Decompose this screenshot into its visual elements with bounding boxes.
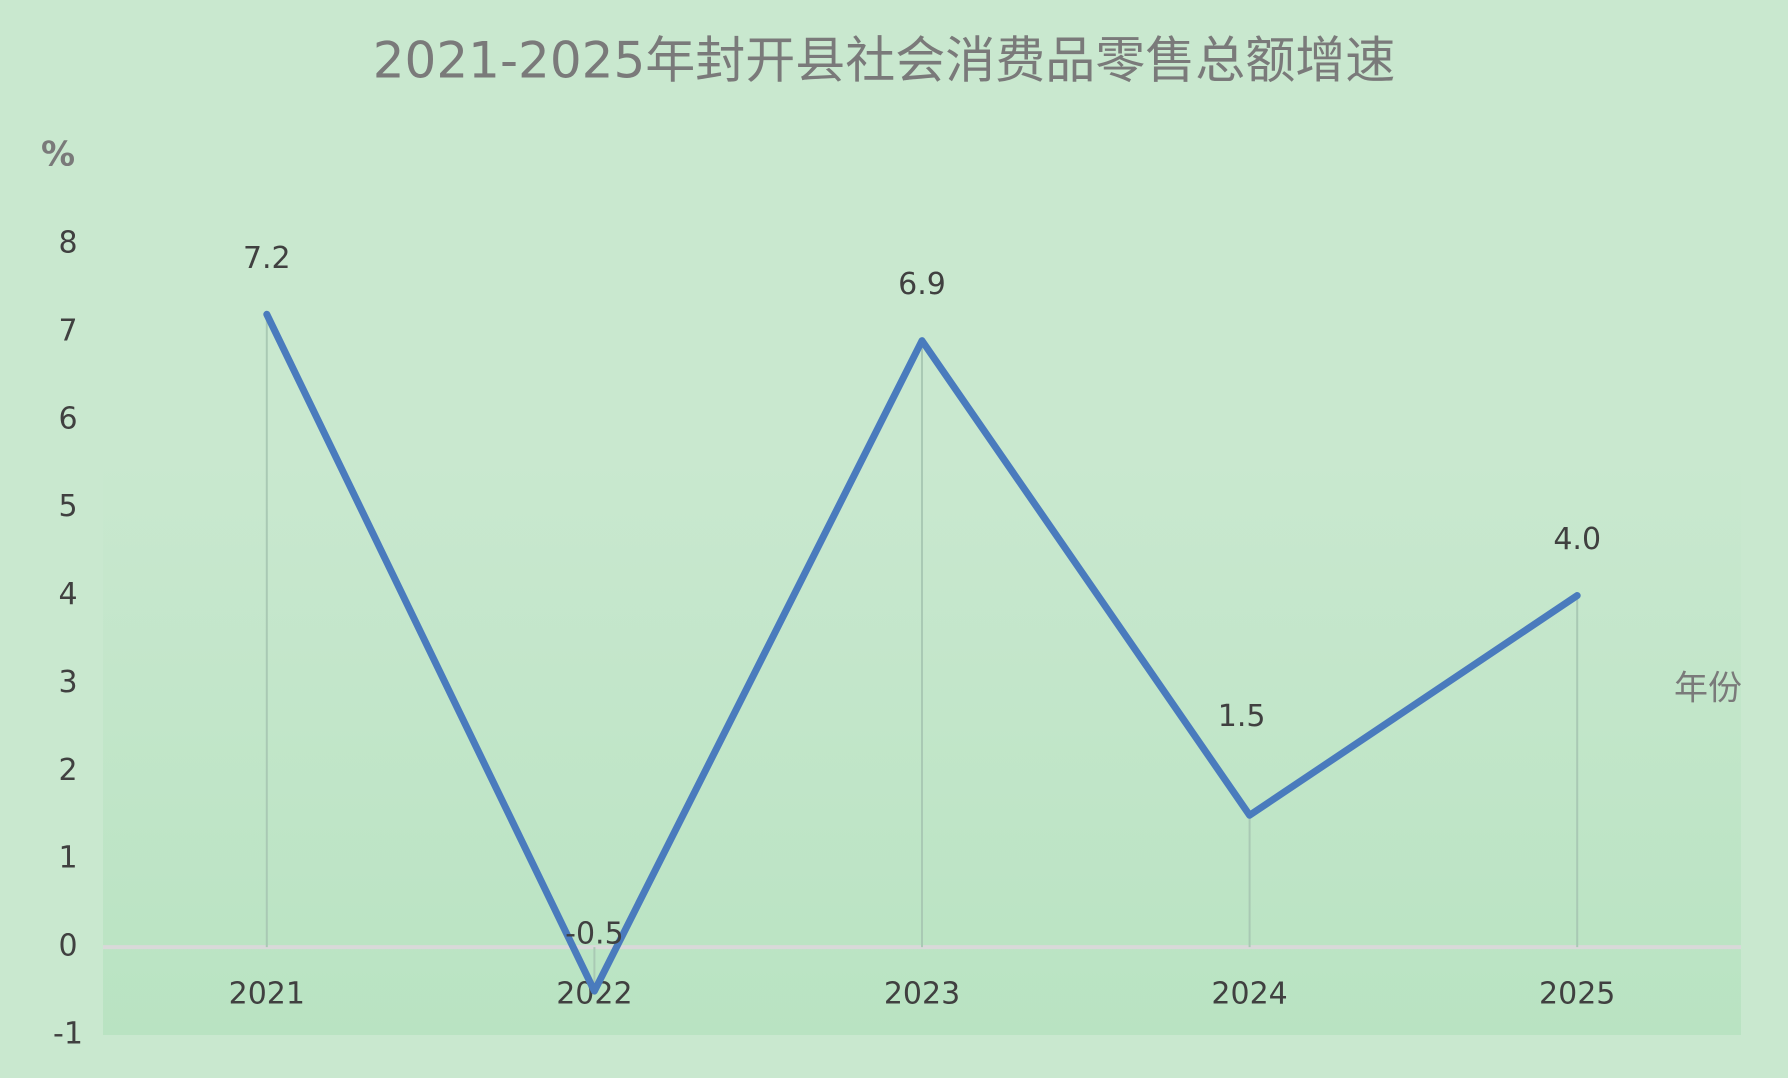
x-tick-label: 2025 bbox=[1539, 977, 1615, 1012]
y-tick-label: 3 bbox=[58, 665, 77, 700]
y-tick-label: 1 bbox=[58, 841, 77, 876]
x-tick-label: 2024 bbox=[1211, 977, 1287, 1012]
data-label: 4.0 bbox=[1553, 522, 1601, 557]
data-label: 6.9 bbox=[898, 267, 946, 302]
y-tick-label: 2 bbox=[58, 753, 77, 788]
y-tick-label: 4 bbox=[58, 577, 77, 612]
y-tick-label: 8 bbox=[58, 226, 77, 261]
x-tick-label: 2021 bbox=[229, 977, 305, 1012]
line-series bbox=[263, 310, 1581, 995]
data-label: 7.2 bbox=[243, 241, 291, 276]
y-axis-label: % bbox=[41, 135, 75, 175]
y-tick-label: 7 bbox=[58, 313, 77, 348]
y-tick-label: 5 bbox=[58, 489, 77, 524]
chart-title: 2021-2025年封开县社会消费品零售总额增速 bbox=[373, 32, 1396, 90]
x-tick-label: 2023 bbox=[884, 977, 960, 1012]
y-tick-label: 6 bbox=[58, 401, 77, 436]
y-tick-label: -1 bbox=[53, 1017, 83, 1052]
data-label: 1.5 bbox=[1218, 699, 1266, 734]
x-axis-label: 年份 bbox=[1674, 669, 1742, 709]
y-tick-label: 0 bbox=[58, 929, 77, 964]
data-label: -0.5 bbox=[565, 917, 624, 952]
